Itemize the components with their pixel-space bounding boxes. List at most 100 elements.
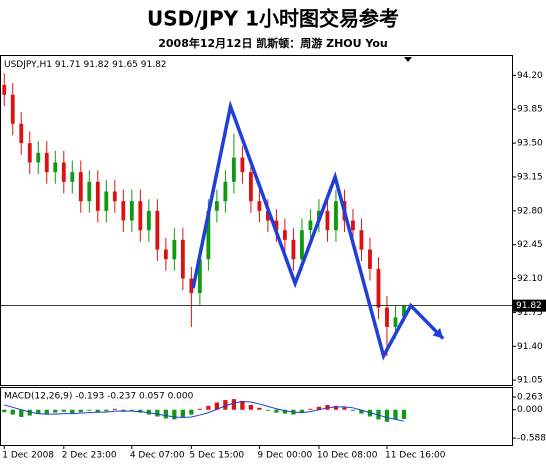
macd-bar xyxy=(53,409,58,413)
header-high: 91.82 xyxy=(83,60,109,70)
macd-bar xyxy=(180,409,185,417)
chart-title: USD/JPY 1小时图交易参考 xyxy=(147,7,399,31)
candle-body xyxy=(231,157,236,182)
macd-bar xyxy=(87,409,92,411)
macd-bar xyxy=(112,408,117,410)
macd-bar xyxy=(393,409,398,420)
macd-y-tick-label: 0.000 xyxy=(517,405,543,415)
candle-body xyxy=(172,239,177,260)
candle-body xyxy=(36,152,41,163)
macd-bar xyxy=(10,409,15,415)
candle-body xyxy=(2,85,7,95)
candle-body xyxy=(61,162,66,182)
macd-bar xyxy=(274,409,279,413)
candle-body xyxy=(248,172,253,202)
y-tick-label: 92.80 xyxy=(517,206,543,216)
candle-body xyxy=(87,181,92,202)
macd-bar xyxy=(223,400,228,410)
candle-body xyxy=(70,172,75,182)
macd-bar xyxy=(257,407,262,410)
macd-bar xyxy=(61,409,66,412)
candle-body xyxy=(325,210,330,231)
macd-bar xyxy=(70,409,75,414)
macd-y-tick-label: -0.588 xyxy=(517,434,546,444)
y-tick-label: 94.20 xyxy=(517,71,543,81)
header-low: 91.65 xyxy=(112,60,138,70)
symbol: USDJPY,H1 xyxy=(4,60,52,70)
candle-body xyxy=(368,249,372,269)
candle-body xyxy=(163,249,168,260)
candle-body xyxy=(112,191,117,202)
candle-body xyxy=(257,201,262,211)
candle-body xyxy=(240,157,245,173)
macd-bar xyxy=(214,402,220,410)
candle-body xyxy=(308,220,313,231)
macd-bar xyxy=(44,409,49,415)
macd-bar xyxy=(172,409,177,420)
candle-body xyxy=(283,230,287,240)
candle-body xyxy=(197,259,202,294)
candle-body xyxy=(223,181,228,202)
candle-body xyxy=(265,210,270,221)
y-tick-label: 93.85 xyxy=(517,105,543,115)
macd-bar xyxy=(163,409,168,419)
candle-body xyxy=(274,220,279,231)
candle-body xyxy=(376,268,381,308)
macd-bar xyxy=(197,408,202,410)
macd-bar xyxy=(231,399,237,410)
candle-body xyxy=(351,220,355,231)
candle-body xyxy=(214,201,219,211)
macd-panel xyxy=(0,387,513,446)
macd-bar xyxy=(36,409,41,414)
candle-body xyxy=(155,210,160,250)
x-tick-label: 5 Dec 15:00 xyxy=(189,451,244,461)
y-tick-label: 91.75 xyxy=(517,308,543,318)
candle-body xyxy=(189,278,194,294)
x-tick-label: 2 Dec 23:00 xyxy=(62,451,117,461)
macd-bar xyxy=(316,406,322,410)
macd-bar xyxy=(206,405,211,410)
candle-body xyxy=(291,239,296,260)
macd-bar xyxy=(333,405,339,410)
header-open: 91.71 xyxy=(55,60,81,70)
macd-bar xyxy=(342,407,347,410)
macd-signal xyxy=(4,401,405,422)
macd-bar xyxy=(78,409,83,413)
zigzag-line xyxy=(191,99,445,361)
macd-bar xyxy=(95,409,100,413)
candle-body xyxy=(95,181,100,211)
macd-bar xyxy=(104,409,109,412)
price-label-box xyxy=(512,299,546,312)
macd-header: MACD(12,26,9) -0.193 -0.237 0.057 0.000 xyxy=(4,392,194,402)
candle-body xyxy=(10,94,15,124)
y-tick-label: 91.40 xyxy=(517,342,543,352)
macd-bar xyxy=(240,401,245,410)
price-panel xyxy=(0,55,513,386)
macd-bar xyxy=(350,409,356,411)
candle-body xyxy=(53,162,58,173)
macd-bar xyxy=(265,409,271,411)
x-tick-label: 11 Dec 16:00 xyxy=(385,451,446,461)
candle-body xyxy=(300,230,304,260)
macd-y-tick-label: 0.263 xyxy=(517,393,543,403)
macd-bar xyxy=(19,409,24,417)
macd-bar xyxy=(299,409,305,413)
y-tick-label: 93.15 xyxy=(517,172,543,182)
candle-body xyxy=(385,307,389,327)
shift-marker xyxy=(404,57,412,62)
macd-bar xyxy=(308,408,313,410)
x-tick-label: 10 Dec 08:00 xyxy=(317,451,378,461)
macd-bar xyxy=(189,409,194,415)
x-tick-label: 9 Dec 00:00 xyxy=(257,451,312,461)
candle-body xyxy=(359,230,364,250)
macd-bar xyxy=(155,409,160,417)
candle-body xyxy=(44,152,49,173)
y-tick-label: 91.05 xyxy=(517,376,543,386)
zigzag-arrowhead xyxy=(432,327,444,339)
candle-body xyxy=(146,210,151,231)
x-tick-label: 1 Dec 2008 xyxy=(2,451,54,461)
candle-body xyxy=(104,191,109,211)
candle-body xyxy=(138,201,143,231)
macd-bar xyxy=(282,409,288,414)
